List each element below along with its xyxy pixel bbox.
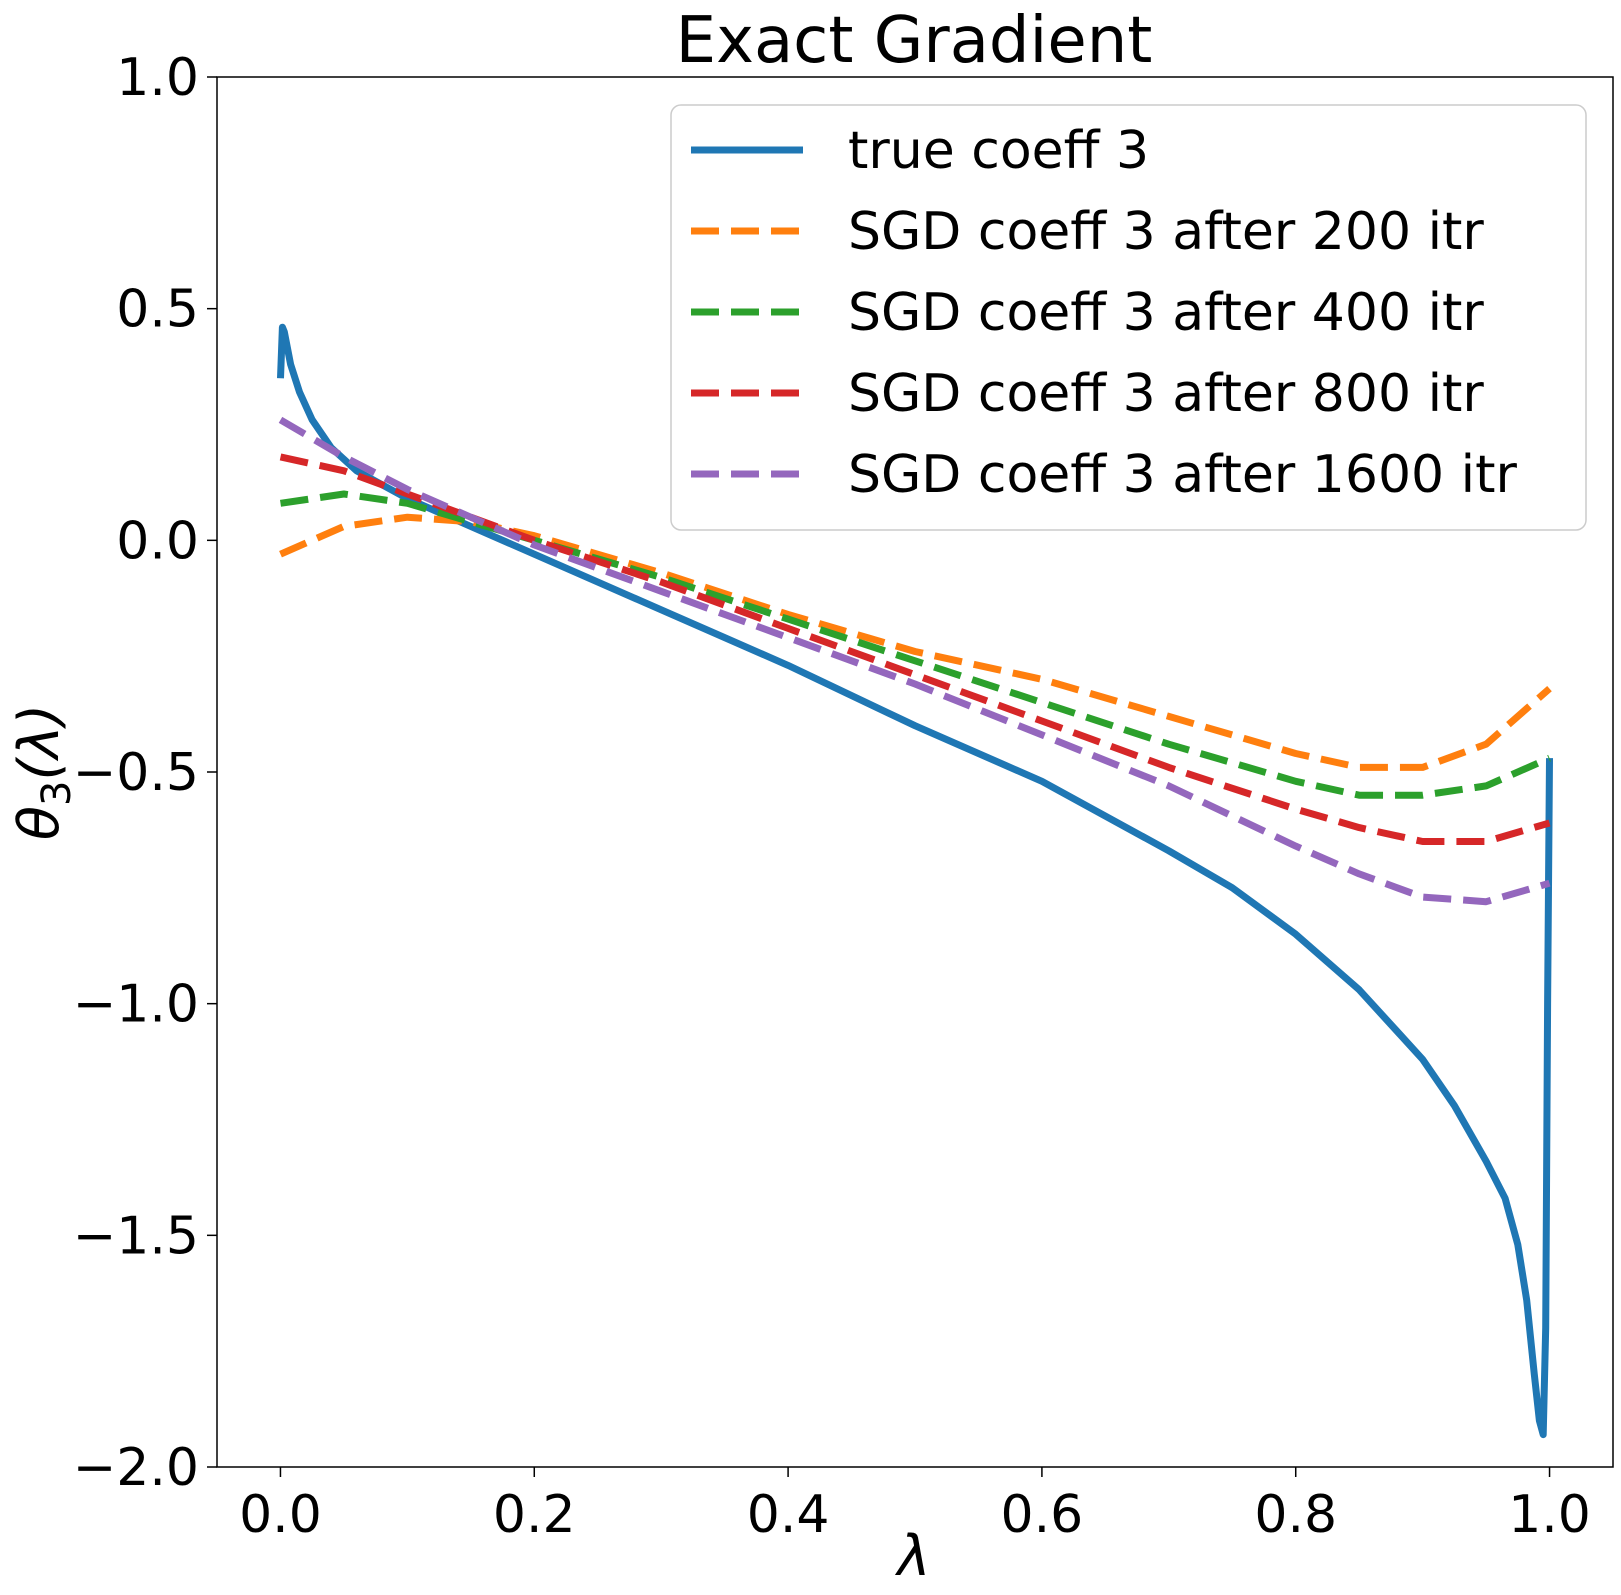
legend-label-3: SGD coeff 3 after 400 itr [848,283,1484,343]
x-tick-label: 0.8 [1254,1485,1337,1545]
plot-lines [277,323,1553,1439]
legend-label-5: SGD coeff 3 after 1600 itr [848,445,1517,505]
legend-label-1: true coeff 3 [848,121,1149,181]
y-tick-label: 0.5 [116,280,199,340]
legend-box [670,104,1587,531]
legend-label-4: SGD coeff 3 after 800 itr [848,364,1484,424]
svg-text:θ3(λ): θ3(λ) [7,704,80,841]
series-line-2 [279,513,1552,771]
series-line-4 [279,453,1551,845]
y-tick-label: −1.5 [73,1206,199,1266]
y-axis-label: θ3(λ) [7,704,80,841]
x-tick-label: 0.0 [239,1485,322,1545]
x-tick-label: 0.6 [1001,1485,1084,1545]
series-line-1 [277,323,1553,1439]
y-tick-label: 1.0 [116,48,199,108]
legend: true coeff 3 SGD coeff 3 after 200 itr SGD… [670,104,1587,531]
chart-title: Exact Gradient [676,4,1153,78]
x-axis-label: λ [894,1524,930,1589]
x-tick-label: 0.4 [747,1485,830,1545]
x-tick-label: 0.2 [493,1485,576,1545]
x-axis-ticks: 0.0 0.2 0.4 0.6 0.8 1.0 [239,1467,1591,1545]
legend-label-2: SGD coeff 3 after 200 itr [848,202,1484,262]
y-tick-label: 0.0 [116,511,199,571]
y-tick-label: −1.0 [73,975,199,1035]
y-axis-label-symbol: θ [7,806,72,840]
series-line-5 [278,416,1551,906]
y-tick-label: −0.5 [73,743,199,803]
x-tick-label: 1.0 [1508,1485,1591,1545]
y-axis-label-subscript: 3 [34,781,80,806]
y-axis-ticks: 1.0 0.5 0.0 −0.5 −1.0 −1.5 −2.0 [73,48,217,1498]
series-line-3 [279,490,1551,799]
y-tick-label: −2.0 [73,1438,199,1498]
y-axis-label-argument: (λ) [7,704,72,781]
